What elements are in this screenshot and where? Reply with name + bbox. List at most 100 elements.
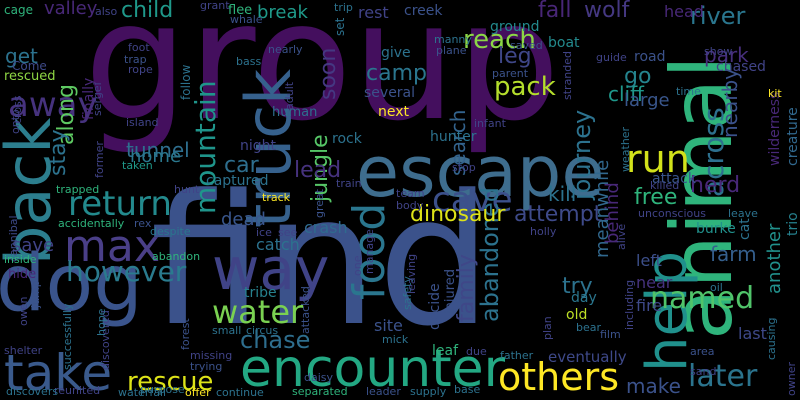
word: make bbox=[626, 374, 681, 398]
word: body bbox=[396, 199, 424, 212]
word: away bbox=[8, 85, 98, 125]
word: small bbox=[212, 324, 242, 337]
word: others bbox=[498, 355, 620, 399]
word: decide bbox=[427, 283, 443, 330]
word: give bbox=[381, 45, 411, 61]
word: missing bbox=[190, 349, 233, 362]
word: weather bbox=[619, 126, 632, 172]
word: film bbox=[600, 328, 621, 341]
word: break bbox=[257, 2, 308, 23]
word: creek bbox=[404, 3, 443, 19]
word: alive bbox=[615, 223, 628, 250]
word: chased bbox=[716, 59, 766, 75]
word: rest bbox=[358, 3, 389, 22]
word: ice bbox=[256, 226, 272, 239]
word: rescue bbox=[127, 367, 214, 397]
word: sergei bbox=[91, 82, 104, 116]
word: tunnel bbox=[126, 138, 190, 162]
word: manage bbox=[363, 229, 376, 274]
word: road bbox=[634, 49, 666, 65]
word: crash bbox=[304, 218, 348, 237]
word: run bbox=[626, 137, 690, 181]
word: supply bbox=[410, 385, 447, 398]
word: flee bbox=[228, 3, 253, 18]
word: pack bbox=[494, 72, 556, 102]
word: near bbox=[636, 273, 673, 292]
word: night bbox=[240, 138, 277, 154]
word: rock bbox=[332, 131, 362, 147]
word: water bbox=[212, 293, 304, 331]
word: cat bbox=[737, 218, 753, 240]
word: sand bbox=[690, 365, 717, 378]
word: due bbox=[466, 345, 487, 358]
word: guide bbox=[596, 51, 627, 64]
word: trying bbox=[190, 360, 223, 373]
word: cross bbox=[11, 95, 24, 124]
word: grant bbox=[200, 0, 230, 12]
word: nearby bbox=[718, 68, 742, 138]
word: hide bbox=[8, 267, 37, 282]
word: parent bbox=[492, 67, 529, 80]
word: attempt bbox=[514, 202, 603, 227]
word: train bbox=[336, 177, 362, 190]
word: cave bbox=[432, 180, 513, 220]
word: save bbox=[12, 235, 55, 256]
word: later bbox=[688, 359, 758, 394]
word: kill bbox=[548, 182, 577, 206]
word: oil bbox=[710, 281, 723, 294]
word: saved bbox=[510, 39, 543, 52]
word: offer bbox=[185, 386, 211, 399]
word: despite bbox=[150, 225, 191, 238]
word: ground bbox=[490, 19, 540, 35]
word: herd bbox=[690, 173, 741, 198]
word: reunited bbox=[54, 384, 101, 397]
word: bear bbox=[576, 321, 602, 334]
word: rex bbox=[134, 217, 152, 230]
word: trap bbox=[124, 53, 147, 66]
word: return bbox=[68, 184, 172, 224]
word: causing bbox=[765, 317, 778, 360]
word: trio bbox=[785, 212, 800, 236]
word: adult bbox=[283, 81, 296, 110]
word: mick bbox=[382, 333, 409, 346]
word: old bbox=[566, 307, 588, 323]
word: camp bbox=[366, 61, 427, 86]
word: rope bbox=[128, 63, 153, 76]
word: leave bbox=[728, 207, 758, 220]
word: encounter bbox=[240, 339, 506, 399]
word: manny bbox=[434, 33, 472, 46]
word: escape bbox=[356, 131, 605, 213]
word: leg bbox=[498, 44, 532, 69]
word: soon bbox=[316, 47, 341, 100]
word: separated bbox=[292, 385, 348, 398]
word: way bbox=[212, 235, 330, 303]
word: fall bbox=[538, 0, 572, 23]
word: child bbox=[121, 0, 174, 23]
word: reach bbox=[463, 25, 536, 55]
word: Come bbox=[12, 59, 47, 73]
word: last bbox=[738, 324, 767, 343]
word: shelter bbox=[4, 344, 43, 357]
word: one bbox=[351, 255, 364, 276]
word: lead bbox=[294, 158, 342, 183]
word: show bbox=[704, 45, 733, 58]
word: plane bbox=[436, 44, 467, 57]
word: human bbox=[272, 105, 318, 120]
word: continue bbox=[216, 386, 264, 399]
word: dinosaur bbox=[410, 202, 506, 227]
word: kit bbox=[768, 87, 782, 100]
word: purpose bbox=[140, 383, 185, 396]
word: site bbox=[374, 316, 403, 335]
word: get bbox=[5, 44, 38, 68]
word: track bbox=[262, 191, 290, 204]
word: great bbox=[313, 188, 326, 218]
word: farm bbox=[710, 242, 757, 266]
word: river bbox=[690, 2, 746, 30]
word: wilderness bbox=[767, 91, 783, 166]
word: circus bbox=[246, 324, 279, 337]
word: abandon bbox=[152, 250, 201, 263]
word: car bbox=[224, 153, 259, 178]
word: owen bbox=[17, 296, 30, 326]
word: catch bbox=[256, 235, 300, 254]
